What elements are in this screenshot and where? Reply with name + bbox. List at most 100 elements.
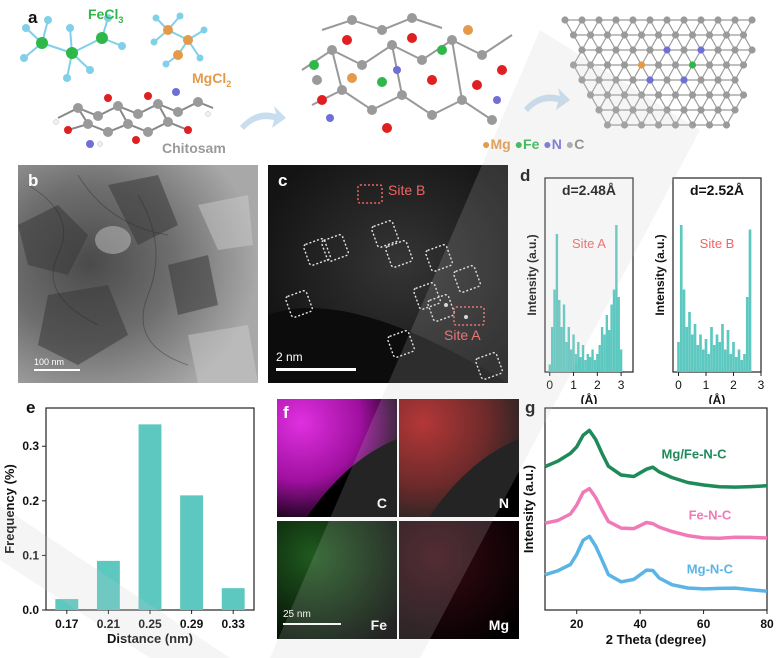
chitosan-molecule-illustration [53, 88, 214, 148]
x-tick-label: 0.33 [222, 617, 246, 631]
eds-map-n: N [399, 399, 519, 517]
y-tick-label: 0.0 [22, 603, 39, 617]
profile-bar [696, 345, 700, 372]
profile-title: d=2.52Å [690, 182, 744, 198]
profile-bar [748, 229, 752, 372]
x-tick-label: 60 [697, 617, 711, 631]
lattice-atom [739, 61, 748, 69]
mg-legend-dot: ● [482, 136, 491, 152]
y-axis-label: Intensity (a.u.) [521, 465, 536, 553]
scale-bar-label: 2 nm [276, 350, 303, 364]
lattice-atom [586, 91, 595, 99]
profile-bar [690, 334, 694, 372]
profile-bar [598, 345, 601, 372]
scale-bar-label: 25 nm [283, 609, 311, 620]
profile-bar [579, 357, 582, 372]
single-atom-site-box [387, 330, 415, 358]
lattice-atom [586, 31, 595, 39]
lattice-atom [629, 16, 637, 24]
lattice-atom [578, 16, 586, 24]
lattice-atom [722, 31, 731, 39]
profile-bar [715, 334, 719, 372]
lattice-atom [637, 31, 646, 39]
lattice-atom [705, 121, 714, 129]
series-label: Mg-N-C [687, 562, 734, 577]
xrd-series-line [544, 486, 768, 540]
haadf-texture [268, 165, 508, 383]
profile-bar [600, 327, 604, 372]
profile-bar [574, 354, 578, 372]
series-label: Mg/Fe-N-C [662, 446, 728, 461]
profile-bar [567, 327, 570, 372]
profile-bar [704, 339, 708, 372]
y-tick-label: 0.3 [22, 439, 39, 453]
intensity-profile-charts: d=2.48Å Site A 0 1 2 3 (Å) Intensity (a.u.) d=2.… [525, 177, 765, 404]
lattice-atom [569, 31, 578, 39]
profile-bar [596, 354, 599, 372]
panel-a: a FeCl3 MgCl2 [0, 0, 779, 160]
xrd-pattern-chart: Mg/Fe-N-C Fe-N-C Mg-N-C 20 40 60 80 2 Theta (de… [521, 407, 774, 647]
lattice-atom [663, 46, 671, 54]
lattice-atom [561, 16, 569, 24]
profile-bar [608, 330, 611, 372]
profile-bar [701, 349, 705, 372]
x-tick-label: 40 [633, 617, 647, 631]
profile-bar [737, 349, 741, 372]
panel-d-letter: d [520, 166, 531, 185]
eds-map-c: C f [277, 399, 397, 517]
profile-bar [721, 324, 724, 372]
profile-bar [743, 354, 746, 372]
profile-bar [586, 354, 589, 372]
profile-annotation: Site A [572, 236, 606, 251]
profile-bar [677, 342, 680, 372]
y-axis-label: Intensity (a.u.) [653, 234, 667, 315]
site-a-box [453, 306, 485, 326]
x-tick-label: 80 [760, 617, 774, 631]
panel-e-letter: e [26, 398, 36, 417]
atom-dot [444, 303, 448, 307]
panel-f-letter: f [283, 403, 289, 422]
lattice-atom [603, 91, 612, 99]
x-tick-label: 0.17 [55, 617, 79, 631]
single-atom-site-box [413, 282, 441, 310]
profile-bar [577, 342, 580, 372]
lattice-atom [603, 121, 612, 129]
scale-bar [276, 368, 356, 371]
frequency-bar [221, 588, 245, 610]
lattice-atom [748, 16, 756, 24]
site-b-label: Site B [388, 182, 426, 198]
lattice-atom [620, 91, 629, 99]
lattice-atom [595, 16, 603, 24]
profile-bar [565, 342, 568, 372]
plot-frame [544, 407, 768, 611]
lattice-atom [680, 106, 688, 114]
lattice-atom [705, 61, 714, 69]
lattice-atom [688, 61, 697, 69]
x-tick-label: 0.21 [97, 617, 121, 631]
profile-bar [693, 324, 697, 372]
lattice-atom [714, 46, 722, 54]
profile-bar [707, 354, 711, 372]
lattice-atom [688, 31, 697, 39]
profile-bar [745, 297, 749, 372]
profile-bar [718, 342, 722, 372]
lattice-atom [697, 46, 705, 54]
x-tick-label: 1 [703, 378, 710, 392]
profile-annotation: Site B [700, 236, 735, 251]
lattice-atom [731, 16, 739, 24]
carbon-map-texture [277, 399, 397, 517]
lattice-atom [637, 61, 646, 69]
lattice-atom [739, 91, 748, 99]
lattice-atom [714, 16, 722, 24]
y-tick-label: 0.1 [22, 548, 39, 562]
single-atom-site-box [475, 352, 503, 380]
x-axis-label: Distance (nm) [107, 631, 193, 646]
lattice-atom [629, 76, 637, 84]
iron-map-texture [277, 521, 397, 639]
lattice-atom [578, 76, 586, 84]
profile-bar [593, 360, 597, 372]
profile-bar [685, 327, 689, 372]
profile-bar [555, 234, 559, 372]
lattice-atom [705, 31, 714, 39]
lattice-atom [731, 46, 739, 54]
